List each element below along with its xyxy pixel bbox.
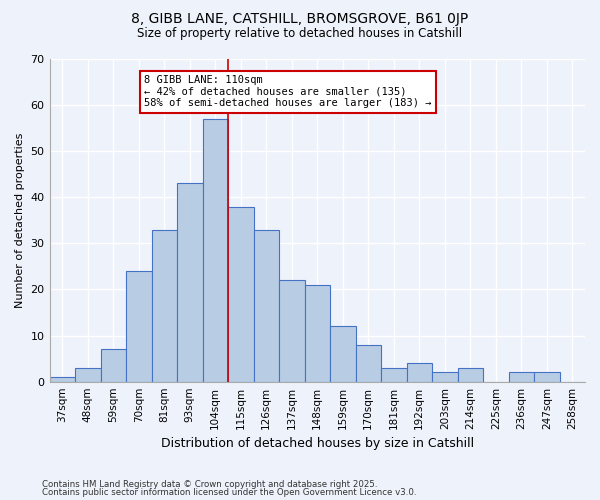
Bar	[228, 206, 254, 382]
Text: Contains HM Land Registry data © Crown copyright and database right 2025.: Contains HM Land Registry data © Crown c…	[42, 480, 377, 489]
Bar	[407, 363, 432, 382]
Bar	[101, 350, 126, 382]
X-axis label: Distribution of detached houses by size in Catshill: Distribution of detached houses by size …	[161, 437, 474, 450]
Bar	[126, 271, 152, 382]
Bar	[432, 372, 458, 382]
Bar	[509, 372, 534, 382]
Bar	[330, 326, 356, 382]
Bar	[50, 377, 75, 382]
Bar	[279, 280, 305, 382]
Bar	[75, 368, 101, 382]
Bar	[254, 230, 279, 382]
Bar	[356, 345, 381, 382]
Bar	[177, 184, 203, 382]
Bar	[381, 368, 407, 382]
Text: 8, GIBB LANE, CATSHILL, BROMSGROVE, B61 0JP: 8, GIBB LANE, CATSHILL, BROMSGROVE, B61 …	[131, 12, 469, 26]
Bar	[458, 368, 483, 382]
Text: Size of property relative to detached houses in Catshill: Size of property relative to detached ho…	[137, 28, 463, 40]
Bar	[305, 285, 330, 382]
Text: Contains public sector information licensed under the Open Government Licence v3: Contains public sector information licen…	[42, 488, 416, 497]
Bar	[203, 119, 228, 382]
Bar	[534, 372, 560, 382]
Bar	[152, 230, 177, 382]
Y-axis label: Number of detached properties: Number of detached properties	[15, 132, 25, 308]
Text: 8 GIBB LANE: 110sqm
← 42% of detached houses are smaller (135)
58% of semi-detac: 8 GIBB LANE: 110sqm ← 42% of detached ho…	[144, 75, 431, 108]
